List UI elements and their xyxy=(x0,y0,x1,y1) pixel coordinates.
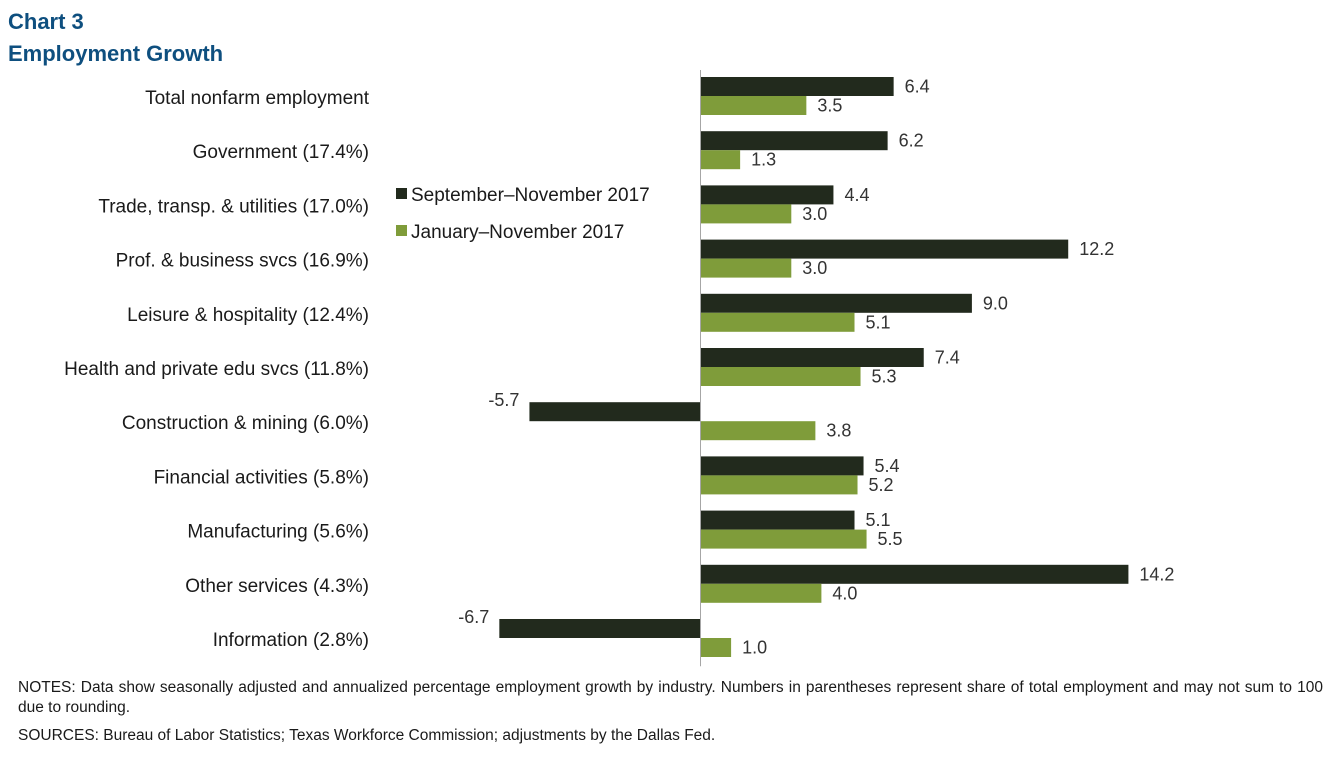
bar-january-november xyxy=(701,96,807,115)
chart-number: Chart 3 xyxy=(8,9,84,34)
category-label: Leisure & hospitality (12.4%) xyxy=(127,305,369,326)
category-label: Financial activities (5.8%) xyxy=(154,467,369,488)
category-label: Government (17.4%) xyxy=(193,142,369,163)
chart-title-block: Chart 3 Employment Growth xyxy=(8,6,223,70)
legend-swatch-september-november xyxy=(396,188,407,199)
category-label: Health and private edu svcs (11.8%) xyxy=(64,359,369,380)
data-label: 1.0 xyxy=(742,638,767,658)
bar-january-november xyxy=(701,258,792,278)
data-label: 4.4 xyxy=(844,185,869,205)
category-label: Manufacturing (5.6%) xyxy=(187,522,369,543)
data-label: 3.5 xyxy=(817,96,842,116)
data-label: 3.8 xyxy=(826,421,851,441)
data-label: 6.2 xyxy=(899,131,924,151)
bar-chart: Total nonfarm employment Government (17.4… xyxy=(64,70,1174,667)
data-label: -5.7 xyxy=(488,390,519,410)
data-label: 1.3 xyxy=(751,150,776,170)
bar-september-november xyxy=(701,510,855,530)
category-label: Prof. & business svcs (16.9%) xyxy=(116,251,369,272)
data-label: 12.2 xyxy=(1079,239,1114,259)
data-label: 3.0 xyxy=(802,204,827,224)
bar-september-november xyxy=(701,456,864,476)
bar-september-november xyxy=(701,131,888,151)
bar-january-november xyxy=(701,583,822,603)
bar-january-november xyxy=(701,204,792,224)
category-label: Information (2.8%) xyxy=(213,630,369,651)
legend-label-january-november: January–November 2017 xyxy=(411,222,624,243)
bar-september-november xyxy=(701,239,1069,259)
category-labels: Total nonfarm employment Government (17.4… xyxy=(64,88,370,651)
data-label: 9.0 xyxy=(983,293,1008,313)
data-label: 3.0 xyxy=(802,258,827,278)
data-label: 5.2 xyxy=(869,475,894,495)
chart-title: Employment Growth xyxy=(8,41,224,66)
notes-block: NOTES: Data show seasonally adjusted and… xyxy=(18,678,1323,746)
sources-text: SOURCES: Bureau of Labor Statistics; Tex… xyxy=(18,727,716,744)
legend: September–November 2017 January–November… xyxy=(396,185,650,243)
bar-january-november xyxy=(701,475,858,495)
data-label: 5.1 xyxy=(866,312,891,332)
notes-text: NOTES: Data show seasonally adjusted and… xyxy=(18,679,1323,716)
category-label: Total nonfarm employment xyxy=(145,88,370,109)
bar-january-november xyxy=(701,312,855,332)
data-label: 6.4 xyxy=(905,77,930,97)
category-label: Trade, transp. & utilities (17.0%) xyxy=(98,196,369,217)
data-label: -6.7 xyxy=(458,607,489,627)
bar-september-november xyxy=(499,619,701,638)
data-label: 4.0 xyxy=(832,583,857,603)
bar-january-november xyxy=(701,150,741,170)
value-labels: 6.4 3.5 6.2 1.3 4.4 3.0 12.2 3.0 9.0 5.1 7.4 5.3 -5.… xyxy=(458,77,1174,658)
bar-september-november xyxy=(701,564,1129,584)
legend-swatch-january-november xyxy=(396,225,407,236)
category-label: Other services (4.3%) xyxy=(185,576,369,597)
data-label: 5.1 xyxy=(866,510,891,530)
bar-september-november xyxy=(701,293,972,313)
category-label: Construction & mining (6.0%) xyxy=(122,413,369,434)
bar-january-november xyxy=(701,421,816,441)
legend-label-september-november: September–November 2017 xyxy=(411,185,650,206)
bar-january-november xyxy=(701,638,732,657)
bar-january-november xyxy=(701,529,867,549)
bar-september-november xyxy=(529,402,701,422)
data-label: 14.2 xyxy=(1139,564,1174,584)
data-label: 5.4 xyxy=(875,456,900,476)
data-label: 5.3 xyxy=(872,367,897,387)
bar-september-november xyxy=(701,185,834,205)
data-label: 5.5 xyxy=(878,529,903,549)
bar-september-november xyxy=(701,77,894,96)
bar-september-november xyxy=(701,348,924,367)
bars xyxy=(499,77,1129,657)
bar-january-november xyxy=(701,367,861,386)
data-label: 7.4 xyxy=(935,348,960,368)
